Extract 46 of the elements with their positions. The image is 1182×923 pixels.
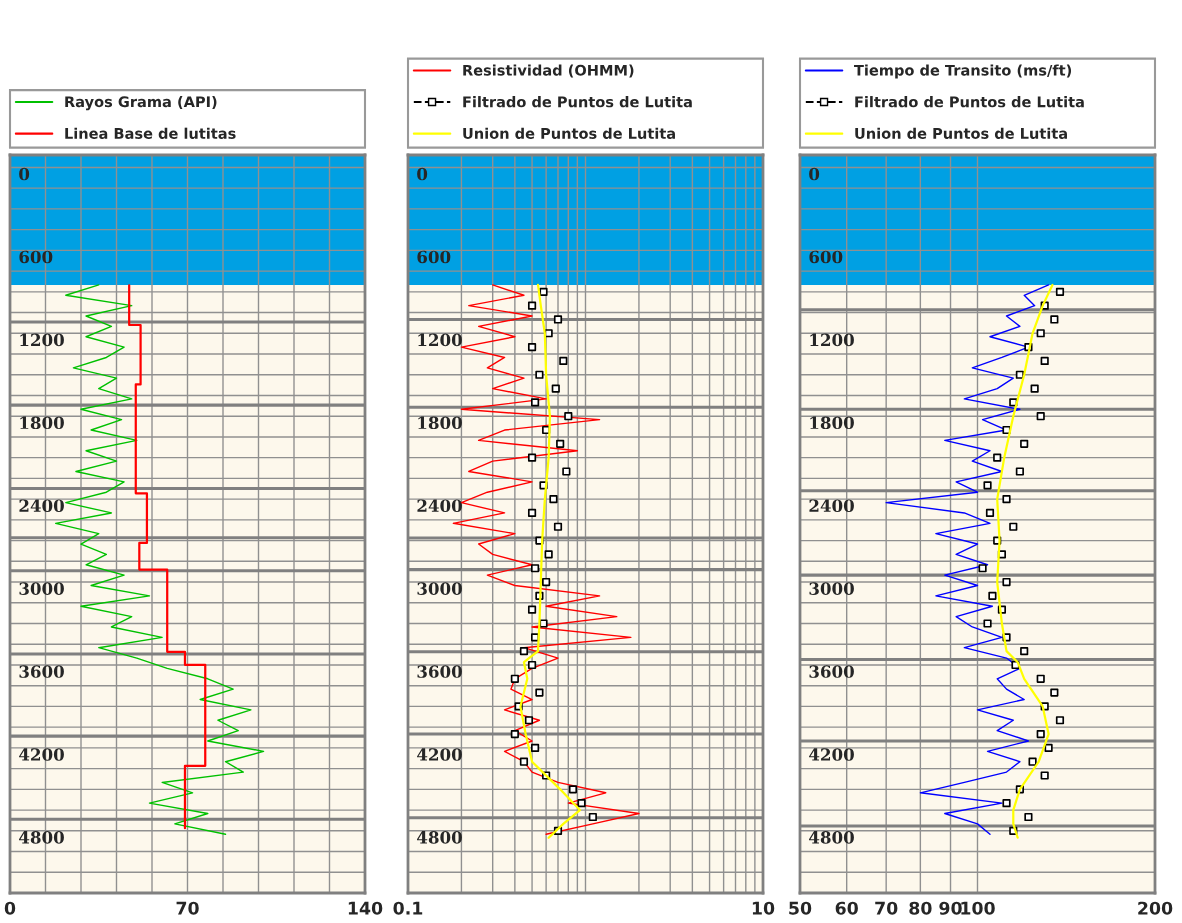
x-tick-label: 70 bbox=[176, 901, 199, 915]
y-tick-label: 2400 bbox=[809, 499, 854, 513]
y-tick-label: 4800 bbox=[19, 831, 64, 844]
legend-label: Filtrado de Puntos de Lutita bbox=[855, 96, 1084, 108]
x-tick-label: 140 bbox=[348, 901, 383, 915]
y-tick-label: 4800 bbox=[809, 831, 854, 844]
x-tick-label: 80 bbox=[909, 901, 932, 915]
x-tick-label: 100 bbox=[961, 901, 995, 915]
y-tick-label: 1800 bbox=[418, 416, 462, 430]
legend-label: Tiempo de Transito (ms/ft) bbox=[854, 64, 1072, 79]
y-tick-label: 3000 bbox=[417, 582, 462, 595]
legend-label: Union de Puntos de Lutita bbox=[855, 127, 1067, 139]
y-tick-label: 1800 bbox=[20, 416, 64, 430]
x-tick-label: 70 bbox=[875, 901, 898, 915]
x-tick-label: 10 bbox=[752, 901, 775, 915]
legend-label: Linea Base de lutitas bbox=[65, 127, 236, 139]
legend-label: Resistividad (OHMM) bbox=[463, 64, 634, 78]
x-tick-label: 0 bbox=[4, 901, 16, 915]
legend-label: Filtrado de Puntos de Lutita bbox=[463, 96, 692, 108]
y-tick-label: 2400 bbox=[19, 499, 64, 513]
y-tick-label: 0 bbox=[417, 167, 428, 181]
legend-label: Rayos Grama (API) bbox=[65, 95, 217, 111]
x-tick-label: 200 bbox=[1138, 901, 1173, 915]
y-tick-label: 3600 bbox=[809, 665, 854, 678]
y-tick-label: 1200 bbox=[20, 333, 64, 347]
y-tick-label: 3600 bbox=[19, 665, 64, 678]
y-tick-label: 3600 bbox=[417, 665, 462, 678]
y-tick-label: 2400 bbox=[417, 499, 462, 513]
legend-label: Union de Puntos de Lutita bbox=[463, 127, 675, 139]
y-tick-label: 1200 bbox=[418, 333, 462, 347]
x-tick-label: 90 bbox=[939, 901, 962, 915]
y-tick-label: 4200 bbox=[809, 748, 854, 761]
y-tick-label: 600 bbox=[809, 250, 843, 264]
y-tick-label: 4200 bbox=[19, 748, 64, 761]
y-tick-label: 3000 bbox=[19, 582, 64, 595]
y-tick-label: 3000 bbox=[809, 582, 854, 595]
y-tick-label: 600 bbox=[417, 250, 451, 264]
y-tick-label: 1800 bbox=[810, 416, 854, 430]
x-tick-label: 0.1 bbox=[393, 901, 423, 915]
y-tick-label: 0 bbox=[809, 167, 820, 181]
y-tick-label: 4200 bbox=[417, 748, 462, 761]
y-tick-label: 4800 bbox=[417, 831, 462, 844]
y-tick-label: 1200 bbox=[810, 333, 854, 347]
x-tick-label: 50 bbox=[789, 901, 812, 915]
y-tick-label: 0 bbox=[19, 167, 30, 181]
x-tick-label: 60 bbox=[835, 901, 858, 915]
